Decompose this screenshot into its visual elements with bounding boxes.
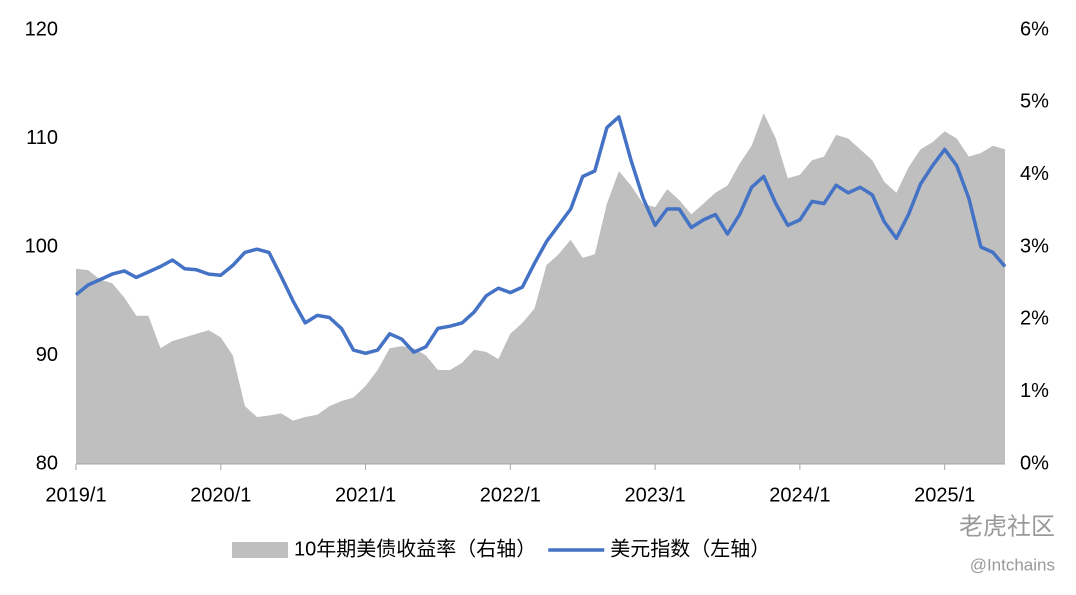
x-tick-label: 2024/1 — [769, 484, 830, 506]
y2-tick-label: 3% — [1020, 235, 1049, 257]
y-tick-label: 110 — [26, 127, 58, 149]
legend-swatch — [232, 542, 288, 558]
x-tick-label: 2020/1 — [190, 484, 251, 506]
x-tick-label: 2022/1 — [480, 484, 541, 506]
y2-tick-label: 6% — [1020, 18, 1049, 40]
y-tick-label: 80 — [36, 452, 58, 474]
x-tick-label: 2019/1 — [45, 484, 106, 506]
y2-tick-label: 4% — [1020, 163, 1049, 185]
y2-tick-label: 1% — [1020, 380, 1049, 402]
x-tick-label: 2023/1 — [625, 484, 686, 506]
y-tick-label: 100 — [25, 235, 58, 257]
x-tick-label: 2021/1 — [335, 484, 396, 506]
y-tick-label: 120 — [25, 18, 58, 40]
legend-label: 美元指数（左轴） — [610, 537, 770, 560]
x-tick-label: 2025/1 — [914, 484, 975, 506]
y-tick-label: 90 — [36, 344, 58, 366]
watermark: 老虎社区 — [959, 513, 1055, 540]
area — [76, 113, 1005, 464]
line — [74, 115, 1007, 356]
y2-tick-label: 0% — [1020, 452, 1049, 474]
y2-tick-label: 5% — [1020, 91, 1049, 113]
y2-tick-label: 2% — [1020, 308, 1049, 330]
legend-label: 10年期美债收益率（右轴） — [294, 537, 536, 560]
watermark: @Intchains — [970, 555, 1055, 574]
